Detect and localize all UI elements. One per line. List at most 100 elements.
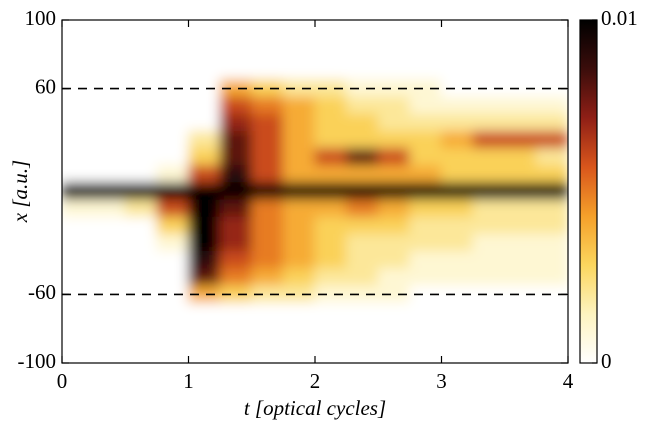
heat-cell [219, 62, 253, 81]
heat-cell [504, 302, 537, 321]
heat-cell [188, 62, 221, 81]
heat-cell [251, 199, 284, 218]
heat-cell [93, 319, 126, 338]
heat-cell [93, 216, 126, 235]
heat-cell [504, 285, 537, 304]
heat-cell [314, 268, 348, 287]
heat-cell [377, 96, 411, 115]
heat-cell [156, 130, 189, 150]
heat-cell [156, 182, 189, 201]
heat-cell [93, 182, 126, 201]
heat-cell [535, 319, 568, 338]
heat-cell [535, 285, 568, 304]
heat-cell [156, 336, 189, 355]
heat-cell [219, 268, 253, 287]
heat-cell [377, 148, 411, 167]
heat-cell [377, 251, 411, 270]
heat-cell [472, 62, 506, 81]
heat-cell [314, 62, 348, 81]
heat-cell [504, 130, 537, 150]
heat-cell [62, 62, 95, 81]
heat-cell [409, 113, 442, 132]
heat-cell [62, 182, 95, 201]
heat-cell [504, 233, 537, 253]
heat-cell [535, 251, 568, 270]
heat-cell [441, 165, 474, 184]
heat-cell [472, 148, 506, 167]
heat-cell [282, 233, 316, 253]
heat-cell [219, 319, 253, 338]
heat-cell [62, 302, 95, 321]
heat-cell [346, 285, 379, 304]
heat-cell [188, 96, 221, 115]
heat-cell [124, 182, 158, 201]
heat-cell [314, 199, 348, 218]
heat-cell [93, 79, 126, 98]
heat-cell [314, 251, 348, 270]
heat-cell [124, 285, 158, 304]
y-axis-label: x [a.u.] [8, 160, 32, 223]
heat-cell [441, 130, 474, 150]
heat-cell [188, 285, 221, 304]
heat-cell [314, 233, 348, 253]
heat-cell [409, 216, 442, 235]
heat-cell [472, 336, 506, 355]
heat-cell [93, 199, 126, 218]
heat-cell [188, 28, 221, 47]
heat-cell [62, 165, 95, 184]
heat-cell [504, 148, 537, 167]
heat-cell [219, 216, 253, 235]
heat-cell [535, 216, 568, 235]
heat-cell [251, 96, 284, 115]
heat-cell [62, 148, 95, 167]
heat-cell [156, 62, 189, 81]
heat-cell [124, 165, 158, 184]
heat-cell [409, 62, 442, 81]
heat-cell [62, 336, 95, 355]
heat-cell [504, 199, 537, 218]
heat-cell [377, 319, 411, 338]
heat-cell [124, 45, 158, 64]
heat-cell [472, 233, 506, 253]
heat-cell [314, 148, 348, 167]
heat-cell [377, 268, 411, 287]
heat-cell [124, 199, 158, 218]
heat-cell [156, 113, 189, 132]
heat-cell [219, 96, 253, 115]
heat-cell [62, 199, 95, 218]
heat-cell [441, 336, 474, 355]
heat-cell [156, 199, 189, 218]
heat-cell [409, 268, 442, 287]
heat-cell [219, 148, 253, 167]
heat-cell [251, 130, 284, 150]
heat-cell [124, 28, 158, 47]
heat-cell [377, 199, 411, 218]
heat-cell [441, 199, 474, 218]
heat-cell [441, 285, 474, 304]
heat-cell [219, 182, 253, 201]
heat-cell [409, 148, 442, 167]
heat-cell [156, 285, 189, 304]
heat-cell [62, 268, 95, 287]
heat-cell [504, 113, 537, 132]
heat-cell [219, 28, 253, 47]
heat-cell [124, 130, 158, 150]
heat-cell [282, 130, 316, 150]
heat-cell [409, 28, 442, 47]
heat-cell [124, 96, 158, 115]
heat-cell [472, 216, 506, 235]
heat-cell [93, 28, 126, 47]
heat-cell [188, 216, 221, 235]
heat-cell [441, 182, 474, 201]
heat-cell [377, 28, 411, 47]
heat-cell [188, 79, 221, 98]
heat-cell [346, 62, 379, 81]
heat-cell [535, 113, 568, 132]
heat-cell [282, 28, 316, 47]
heat-cell [219, 113, 253, 132]
heat-cell [535, 148, 568, 167]
heat-cell [472, 130, 506, 150]
heat-cell [504, 319, 537, 338]
heat-cell [282, 268, 316, 287]
heat-cell [441, 302, 474, 321]
